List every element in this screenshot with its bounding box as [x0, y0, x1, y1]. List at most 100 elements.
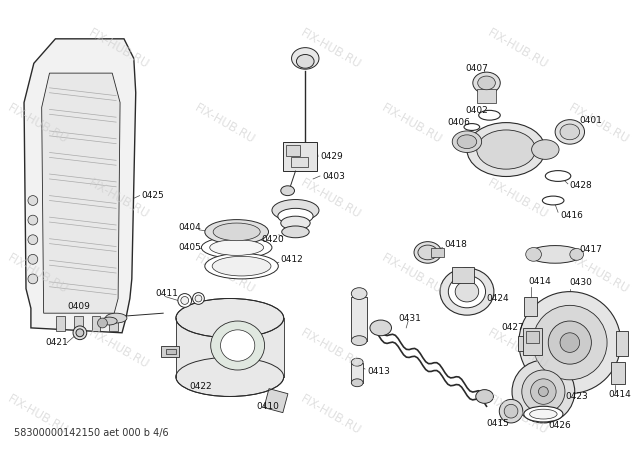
Bar [92, 316, 100, 331]
Text: FIX-HUB.RU: FIX-HUB.RU [566, 251, 631, 296]
Text: FIX-HUB.RU: FIX-HUB.RU [566, 101, 631, 146]
Bar [452, 267, 474, 283]
Ellipse shape [212, 256, 271, 276]
Circle shape [28, 274, 38, 284]
Bar [161, 346, 179, 357]
Text: FIX-HUB.RU: FIX-HUB.RU [485, 326, 550, 371]
Ellipse shape [205, 253, 279, 279]
Circle shape [532, 306, 607, 380]
Ellipse shape [476, 390, 494, 403]
Ellipse shape [440, 268, 494, 315]
Circle shape [181, 297, 189, 304]
Ellipse shape [351, 358, 363, 366]
Ellipse shape [457, 135, 477, 148]
Text: 0430: 0430 [570, 278, 593, 287]
Text: 0411: 0411 [155, 289, 178, 298]
Text: 0428: 0428 [570, 181, 593, 190]
Text: 0402: 0402 [465, 106, 488, 115]
Ellipse shape [278, 208, 313, 224]
Text: 0415: 0415 [487, 419, 509, 428]
Bar [611, 362, 625, 384]
Ellipse shape [477, 130, 536, 169]
Circle shape [560, 333, 579, 352]
Circle shape [522, 370, 565, 413]
Ellipse shape [205, 220, 268, 244]
Ellipse shape [545, 171, 570, 181]
Bar [526, 331, 539, 342]
Text: 0421: 0421 [46, 338, 68, 347]
Text: 0426: 0426 [548, 421, 571, 430]
Ellipse shape [102, 317, 117, 325]
Bar [616, 331, 628, 356]
Text: FIX-HUB.RU: FIX-HUB.RU [86, 26, 151, 71]
Text: 0413: 0413 [367, 368, 390, 377]
Circle shape [539, 387, 548, 396]
Ellipse shape [280, 216, 310, 230]
Circle shape [548, 321, 591, 364]
Text: 0404: 0404 [178, 224, 200, 233]
Ellipse shape [351, 379, 363, 387]
Text: FIX-HUB.RU: FIX-HUB.RU [5, 101, 70, 146]
Circle shape [195, 295, 202, 302]
Bar [351, 297, 367, 341]
Bar [264, 389, 288, 413]
Circle shape [178, 293, 191, 307]
Ellipse shape [448, 275, 485, 308]
Bar [166, 350, 176, 354]
Ellipse shape [560, 124, 579, 140]
Text: FIX-HUB.RU: FIX-HUB.RU [485, 176, 550, 221]
Text: FIX-HUB.RU: FIX-HUB.RU [298, 392, 363, 437]
Ellipse shape [526, 248, 541, 261]
Text: 0414: 0414 [608, 390, 631, 399]
Circle shape [28, 196, 38, 205]
Text: 0405: 0405 [178, 243, 201, 252]
Circle shape [499, 400, 523, 423]
Ellipse shape [478, 76, 495, 90]
Ellipse shape [272, 199, 319, 221]
Text: FIX-HUB.RU: FIX-HUB.RU [485, 392, 550, 437]
Circle shape [504, 404, 518, 418]
Text: FIX-HUB.RU: FIX-HUB.RU [5, 251, 70, 296]
Text: 0429: 0429 [320, 152, 343, 161]
Text: 0406: 0406 [447, 117, 470, 126]
Ellipse shape [528, 246, 582, 263]
Ellipse shape [473, 72, 501, 94]
Bar [74, 316, 83, 331]
Text: 0409: 0409 [67, 302, 90, 311]
Ellipse shape [543, 196, 564, 205]
Text: FIX-HUB.RU: FIX-HUB.RU [485, 26, 550, 71]
Polygon shape [42, 73, 120, 313]
Text: 0420: 0420 [261, 235, 284, 244]
Text: 0427: 0427 [501, 324, 524, 333]
Ellipse shape [467, 122, 545, 176]
Text: FIX-HUB.RU: FIX-HUB.RU [5, 392, 70, 437]
Text: 0417: 0417 [579, 245, 602, 254]
Bar [351, 363, 363, 383]
Text: 0423: 0423 [565, 392, 588, 401]
Ellipse shape [202, 237, 272, 258]
Bar [57, 316, 66, 331]
Circle shape [530, 379, 556, 404]
Circle shape [28, 215, 38, 225]
Circle shape [512, 360, 575, 423]
Circle shape [28, 235, 38, 245]
Ellipse shape [530, 409, 557, 419]
Text: FIX-HUB.RU: FIX-HUB.RU [86, 326, 151, 371]
Text: 0414: 0414 [529, 277, 551, 286]
Text: 0407: 0407 [465, 64, 488, 73]
Text: 0425: 0425 [142, 191, 164, 200]
Text: 0412: 0412 [280, 255, 303, 264]
Ellipse shape [280, 186, 294, 196]
Ellipse shape [296, 54, 314, 68]
Ellipse shape [351, 288, 367, 299]
Text: FIX-HUB.RU: FIX-HUB.RU [86, 176, 151, 221]
Bar [431, 248, 445, 257]
Bar [518, 336, 536, 351]
Text: FIX-HUB.RU: FIX-HUB.RU [298, 176, 363, 221]
Ellipse shape [464, 124, 480, 130]
Ellipse shape [282, 226, 309, 238]
Ellipse shape [106, 313, 127, 323]
Ellipse shape [176, 298, 284, 338]
Ellipse shape [532, 140, 559, 159]
Text: FIX-HUB.RU: FIX-HUB.RU [379, 251, 444, 296]
